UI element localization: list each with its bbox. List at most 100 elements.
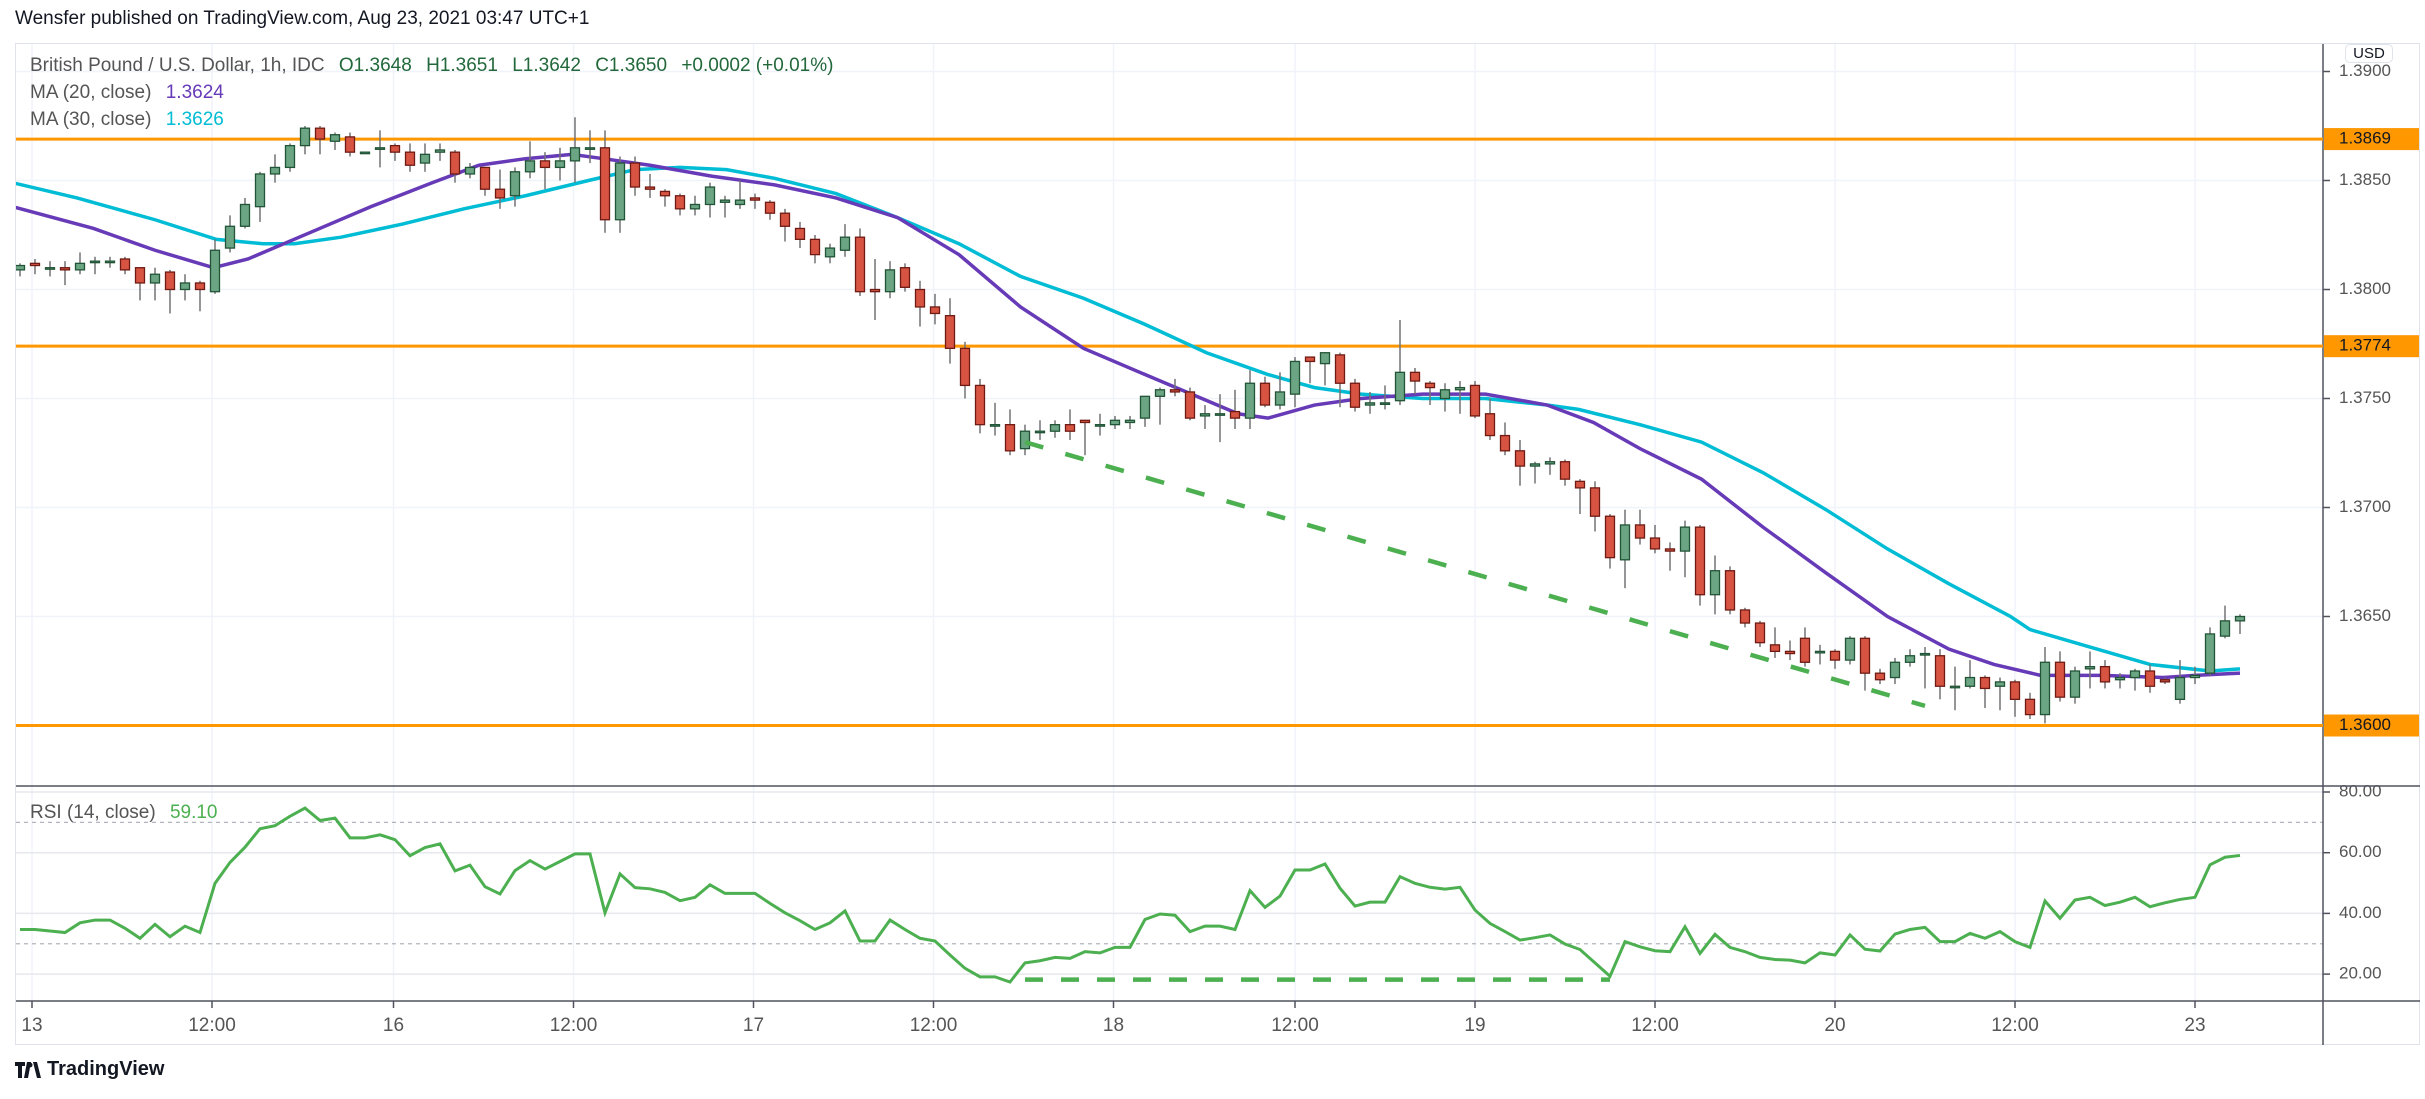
candle[interactable]: [1484, 398, 1496, 440]
candle[interactable]: [374, 130, 386, 168]
candle[interactable]: [89, 256, 101, 275]
candle[interactable]: [2144, 664, 2156, 693]
candle[interactable]: [1124, 415, 1136, 430]
candle[interactable]: [404, 143, 416, 172]
candle[interactable]: [554, 147, 566, 181]
candle[interactable]: [599, 130, 611, 233]
ma20-line[interactable]: [13, 152, 2241, 680]
candle[interactable]: [1544, 457, 1556, 475]
candle[interactable]: [1769, 627, 1781, 658]
price-level-badge[interactable]: [2324, 335, 2419, 358]
candle[interactable]: [239, 197, 251, 229]
candle[interactable]: [704, 182, 716, 218]
price-level-badge[interactable]: [2324, 714, 2419, 737]
candle[interactable]: [2189, 666, 2201, 685]
candle[interactable]: [734, 180, 746, 209]
candle[interactable]: [314, 126, 326, 155]
candle[interactable]: [284, 143, 296, 172]
candle[interactable]: [209, 239, 221, 294]
candle[interactable]: [1499, 422, 1511, 456]
candle[interactable]: [854, 228, 866, 297]
candle[interactable]: [1049, 420, 1061, 438]
rsi-line[interactable]: [20, 806, 2241, 984]
candle[interactable]: [644, 173, 656, 198]
rsi-legend[interactable]: RSI (14, close) 59.10: [30, 802, 226, 824]
candle[interactable]: [1439, 383, 1451, 412]
candle[interactable]: [1199, 405, 1211, 430]
candle[interactable]: [104, 256, 116, 268]
candle[interactable]: [1994, 677, 2006, 711]
candle[interactable]: [1619, 509, 1631, 589]
candle[interactable]: [749, 193, 761, 209]
candle[interactable]: [1019, 424, 1031, 456]
candle[interactable]: [2114, 673, 2126, 689]
candle[interactable]: [779, 208, 791, 242]
dashed-trendline[interactable]: [1024, 439, 1926, 709]
candle[interactable]: [2129, 668, 2141, 691]
candle[interactable]: [1154, 387, 1166, 425]
candle[interactable]: [449, 149, 461, 183]
candle[interactable]: [74, 252, 86, 275]
candle[interactable]: [2054, 651, 2066, 702]
candle[interactable]: [1064, 409, 1076, 440]
candle[interactable]: [269, 154, 281, 183]
candle[interactable]: [434, 143, 446, 161]
candle[interactable]: [1739, 607, 1751, 628]
candle[interactable]: [2099, 660, 2111, 689]
candle[interactable]: [974, 378, 986, 434]
candle[interactable]: [44, 261, 56, 277]
candle[interactable]: [584, 130, 596, 164]
candle[interactable]: [794, 221, 806, 249]
candle[interactable]: [1004, 409, 1016, 456]
candle[interactable]: [1079, 419, 1091, 456]
candle[interactable]: [149, 267, 161, 301]
candle[interactable]: [1949, 666, 1961, 711]
candle[interactable]: [16, 263, 26, 277]
candle[interactable]: [194, 280, 206, 312]
candle[interactable]: [1274, 372, 1286, 410]
candle[interactable]: [1754, 620, 1766, 648]
candle[interactable]: [254, 171, 266, 222]
candle[interactable]: [1664, 542, 1676, 571]
candle[interactable]: [1244, 370, 1256, 430]
candle[interactable]: [989, 402, 1001, 436]
candle[interactable]: [929, 293, 941, 325]
candle[interactable]: [1814, 644, 1826, 665]
symbol-name[interactable]: British Pound / U.S. Dollar, 1h, IDC: [30, 55, 325, 76]
candle[interactable]: [1679, 520, 1691, 578]
candle[interactable]: [689, 195, 701, 216]
price-level-badge[interactable]: [2324, 128, 2419, 151]
candle[interactable]: [1289, 357, 1301, 408]
candle[interactable]: [2084, 651, 2096, 689]
candle[interactable]: [1304, 356, 1316, 384]
candle[interactable]: [1964, 660, 1976, 689]
candle[interactable]: [944, 298, 956, 364]
candle[interactable]: [479, 166, 491, 196]
candle[interactable]: [1574, 479, 1586, 515]
candle[interactable]: [659, 189, 671, 207]
candle[interactable]: [1934, 649, 1946, 700]
candle[interactable]: [1319, 352, 1331, 386]
candle[interactable]: [1889, 657, 1901, 685]
candle[interactable]: [1709, 555, 1721, 615]
candle[interactable]: [1649, 524, 1661, 554]
candle[interactable]: [59, 261, 71, 286]
ma30-line[interactable]: [13, 165, 2241, 673]
candle[interactable]: [1379, 385, 1391, 410]
candle[interactable]: [1604, 514, 1616, 569]
candle[interactable]: [359, 151, 371, 155]
candle[interactable]: [764, 200, 776, 220]
candle[interactable]: [959, 341, 971, 399]
candle[interactable]: [2204, 627, 2216, 676]
candle[interactable]: [1214, 394, 1226, 443]
candle[interactable]: [1829, 649, 1841, 669]
candle[interactable]: [2159, 677, 2171, 685]
candle[interactable]: [2219, 605, 2231, 639]
candle[interactable]: [1364, 391, 1376, 414]
candle[interactable]: [1724, 566, 1736, 615]
candle[interactable]: [824, 243, 836, 264]
candle[interactable]: [809, 235, 821, 264]
candle[interactable]: [389, 143, 401, 161]
candle[interactable]: [1454, 381, 1466, 414]
candle[interactable]: [524, 141, 536, 179]
